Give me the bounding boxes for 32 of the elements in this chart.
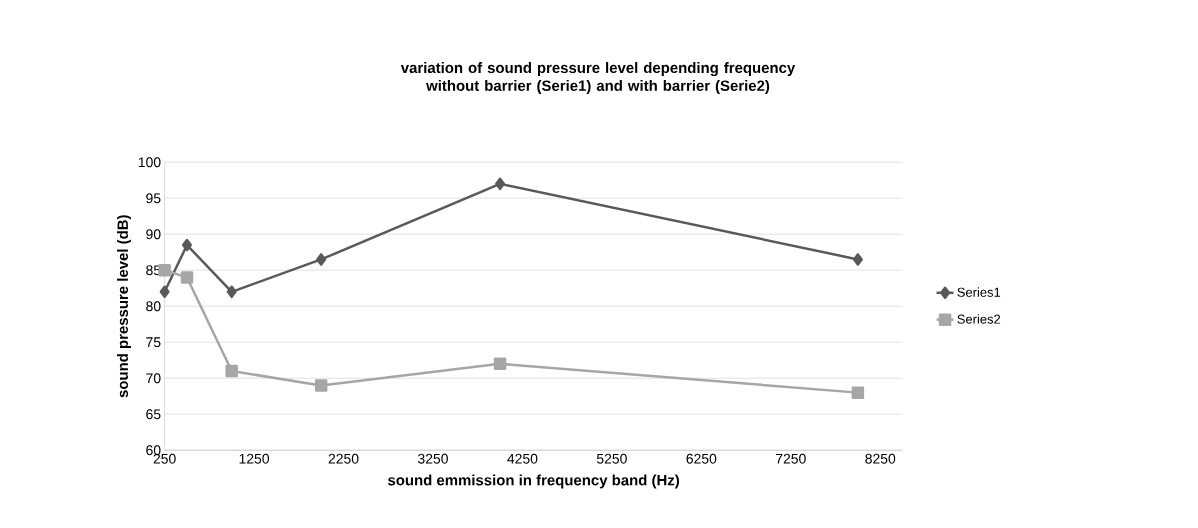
point: [180, 271, 194, 284]
point: [851, 386, 865, 399]
y-tick-label: 95: [146, 193, 161, 204]
point: [314, 379, 328, 392]
x-tick-label: 2250: [328, 453, 359, 464]
y-tick-label: 90: [146, 229, 161, 240]
point: [316, 253, 327, 266]
point: [495, 177, 506, 191]
y-tick-label: 80: [146, 301, 161, 312]
point: [181, 238, 192, 252]
x-tick-label: 1250: [239, 453, 270, 464]
x-tick-label: 4250: [507, 453, 538, 464]
y-tick-label: 75: [146, 337, 161, 348]
legend-label: Series2: [957, 314, 1001, 324]
y-tick-label: 65: [146, 409, 161, 420]
x-tick-label: 6250: [686, 453, 717, 464]
x-axis-title: sound emmission in frequency band (Hz): [388, 474, 679, 489]
point: [226, 285, 237, 299]
point: [158, 263, 171, 277]
y-axis-title: sound pressure level (dB): [117, 215, 131, 398]
point: [493, 357, 507, 371]
point: [852, 253, 863, 266]
legend-label: Series1: [957, 287, 1001, 297]
x-tick-label: 3250: [417, 453, 448, 464]
point: [225, 364, 238, 378]
point: [159, 285, 170, 299]
x-tick-label: 5250: [596, 453, 627, 464]
x-tick-label: 7250: [776, 453, 806, 464]
chart-title: variation of sound pressure level depending frequency without barrier (Serie1) and with barrier (Serie2): [400, 62, 796, 94]
x-tick-label: 8250: [865, 453, 896, 464]
y-tick-label: 70: [146, 373, 161, 384]
y-tick-label: 100: [138, 157, 161, 168]
